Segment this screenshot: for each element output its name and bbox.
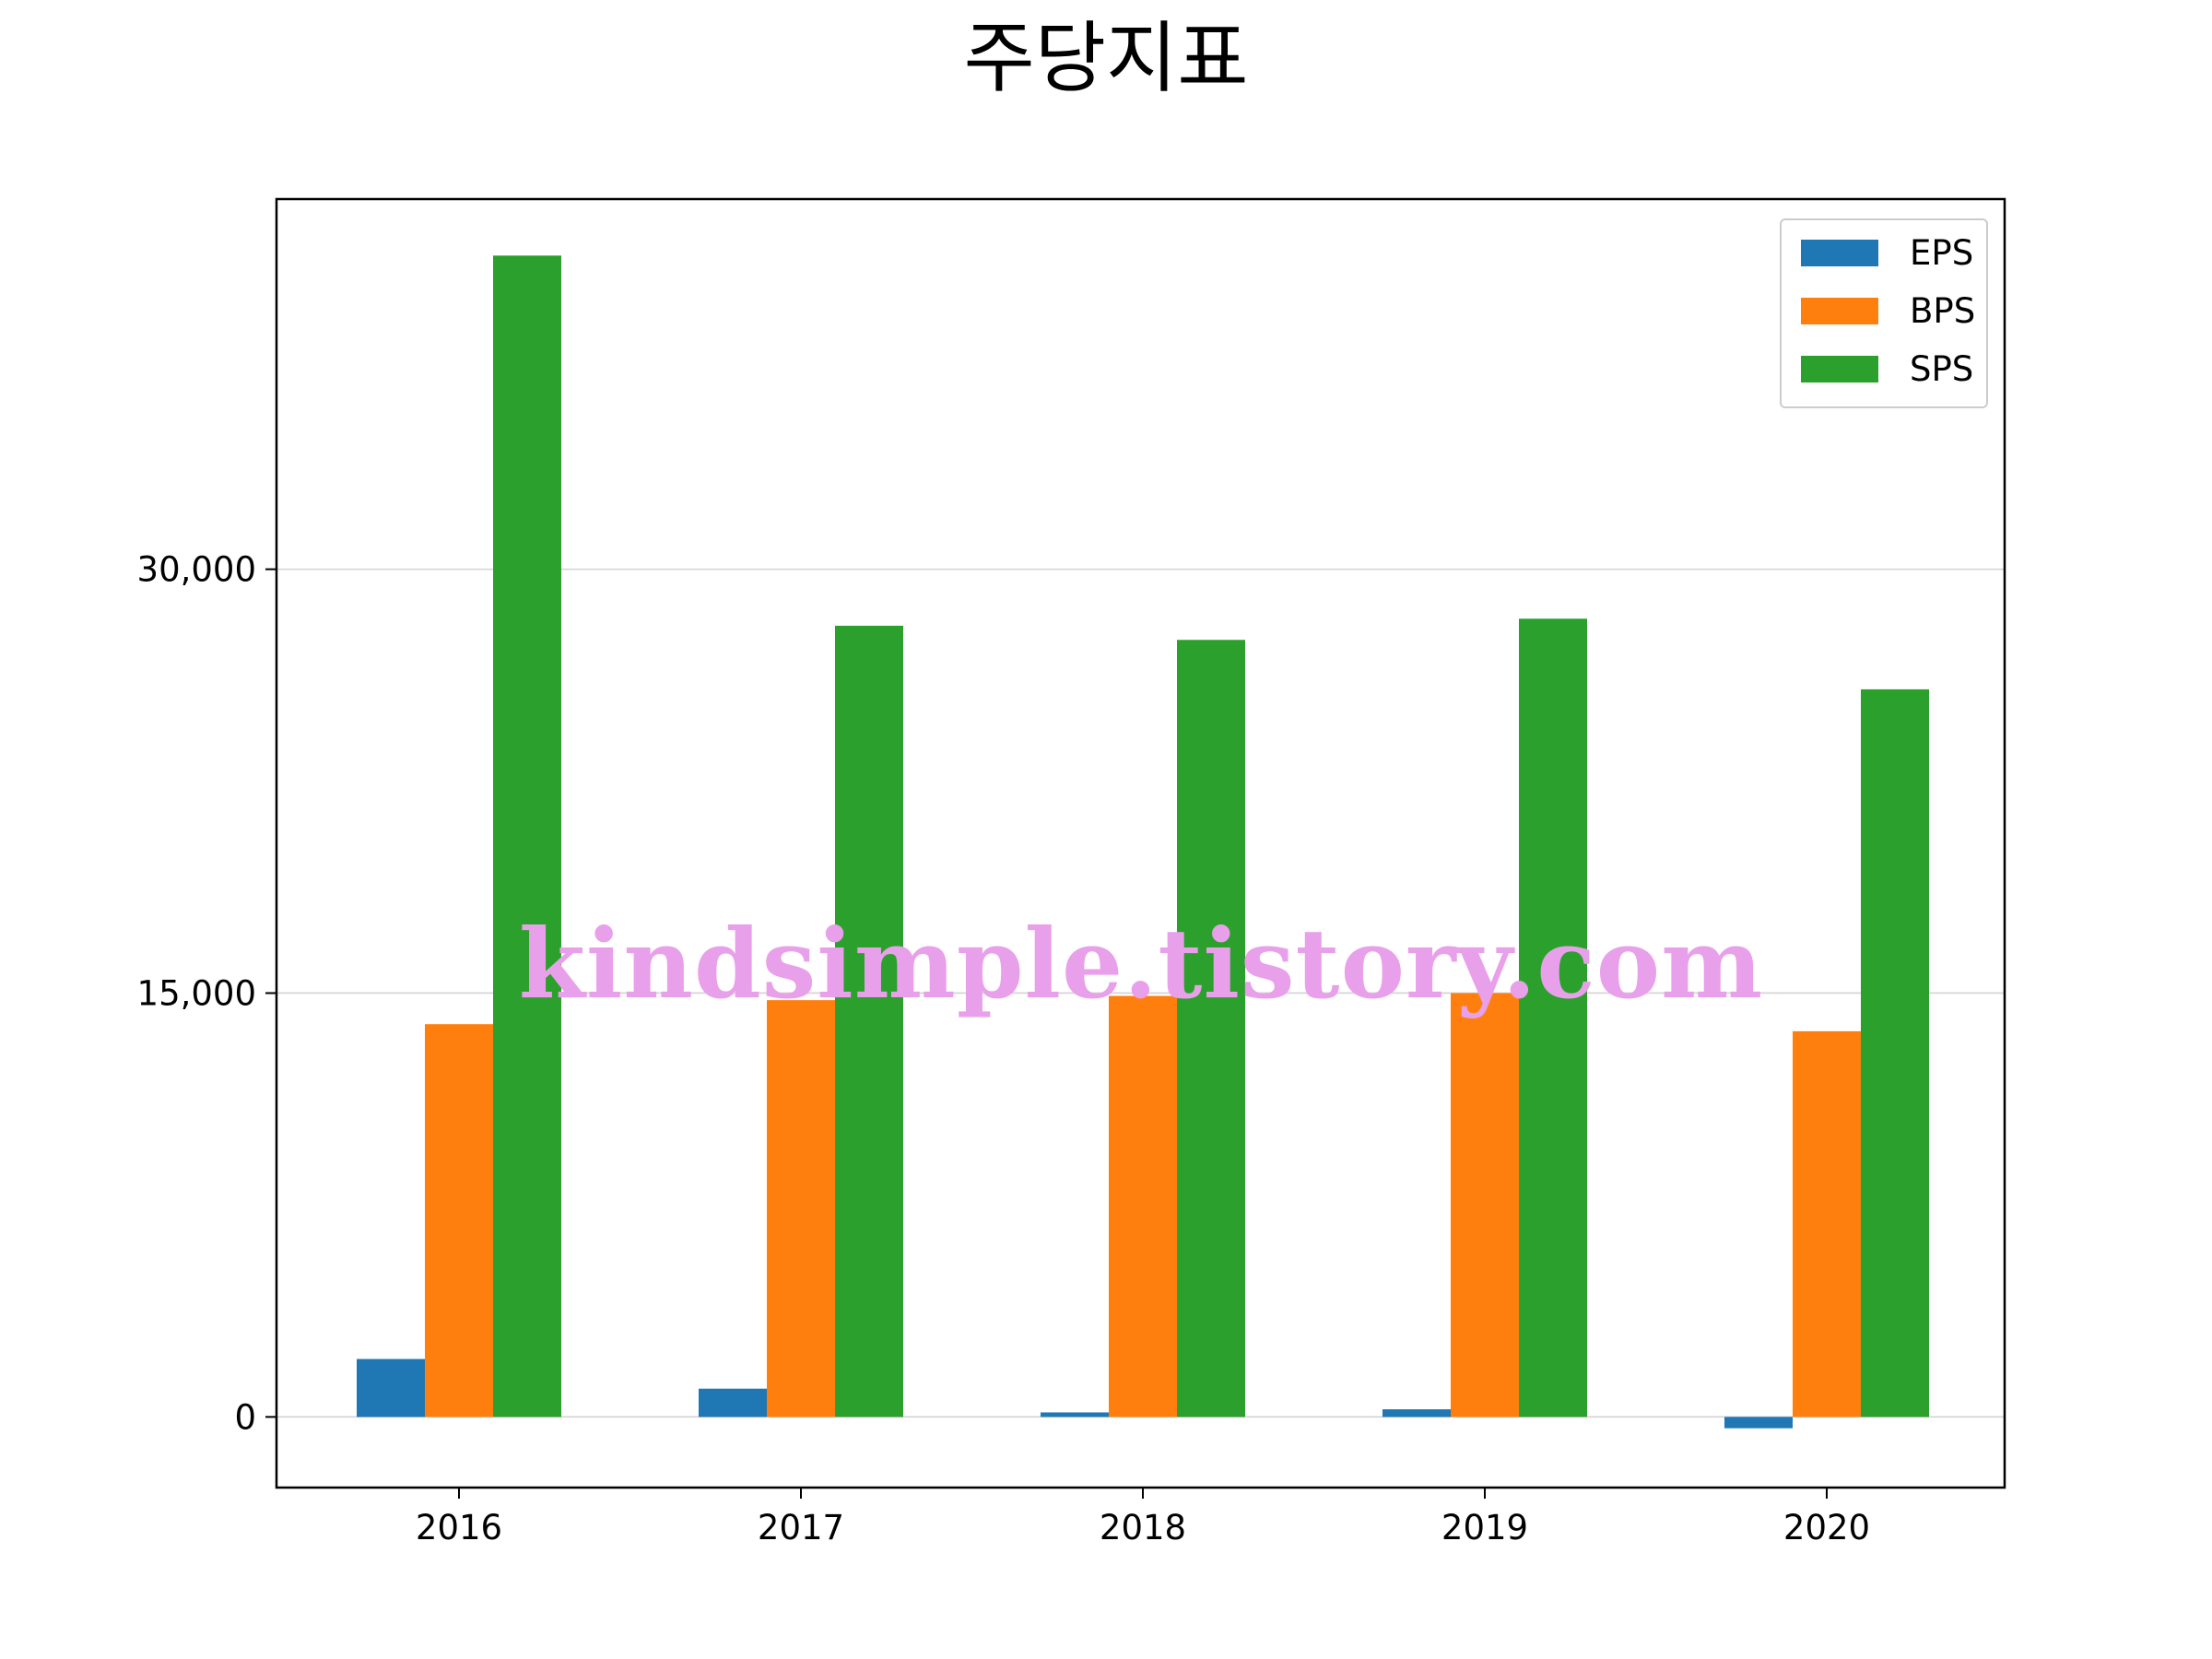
bar-bps-2019 <box>1451 993 1519 1418</box>
bar-sps-2017 <box>835 625 903 1418</box>
bar-eps-2019 <box>1382 1409 1451 1418</box>
watermark-text: kindsimple.tistory.com <box>519 907 1763 1020</box>
bar-eps-2017 <box>699 1388 767 1418</box>
bar-eps-2016 <box>357 1359 425 1418</box>
bar-sps-2019 <box>1519 618 1587 1418</box>
bar-sps-2018 <box>1177 640 1245 1418</box>
axis-ticks: 0 15,000 30,000 2016 2017 2018 2019 2020 <box>137 550 1871 1547</box>
x-tick-label: 2018 <box>1100 1508 1186 1547</box>
x-tick-label: 2016 <box>416 1508 502 1547</box>
bar-bps-2016 <box>425 1024 493 1418</box>
legend-swatch-sps <box>1801 356 1878 382</box>
legend-label-bps: BPS <box>1910 291 1975 331</box>
bar-sps-2020 <box>1861 688 1929 1418</box>
plot-frame <box>275 197 2006 1489</box>
x-tick-label: 2019 <box>1441 1508 1528 1547</box>
legend-label-eps: EPS <box>1910 233 1973 273</box>
legend-swatch-eps <box>1801 240 1878 266</box>
y-tick-label: 30,000 <box>137 550 256 590</box>
y-tick-label: 15,000 <box>137 973 256 1013</box>
chart-title: 주당지표 <box>963 13 1248 103</box>
bar-sps-2016 <box>493 255 561 1418</box>
bar-bps-2017 <box>767 1000 835 1418</box>
x-tick-label: 2017 <box>758 1508 844 1547</box>
y-tick-label: 0 <box>234 1397 256 1437</box>
legend: EPS BPS SPS <box>1780 218 1988 408</box>
bar-eps-2018 <box>1041 1412 1109 1418</box>
legend-swatch-bps <box>1801 298 1878 324</box>
x-tick-label: 2020 <box>1783 1508 1870 1547</box>
bar-bps-2020 <box>1793 1030 1861 1418</box>
legend-label-sps: SPS <box>1910 349 1973 389</box>
bar-eps-2020 <box>1724 1417 1793 1429</box>
bars <box>357 255 1929 1429</box>
bar-bps-2018 <box>1109 995 1177 1418</box>
